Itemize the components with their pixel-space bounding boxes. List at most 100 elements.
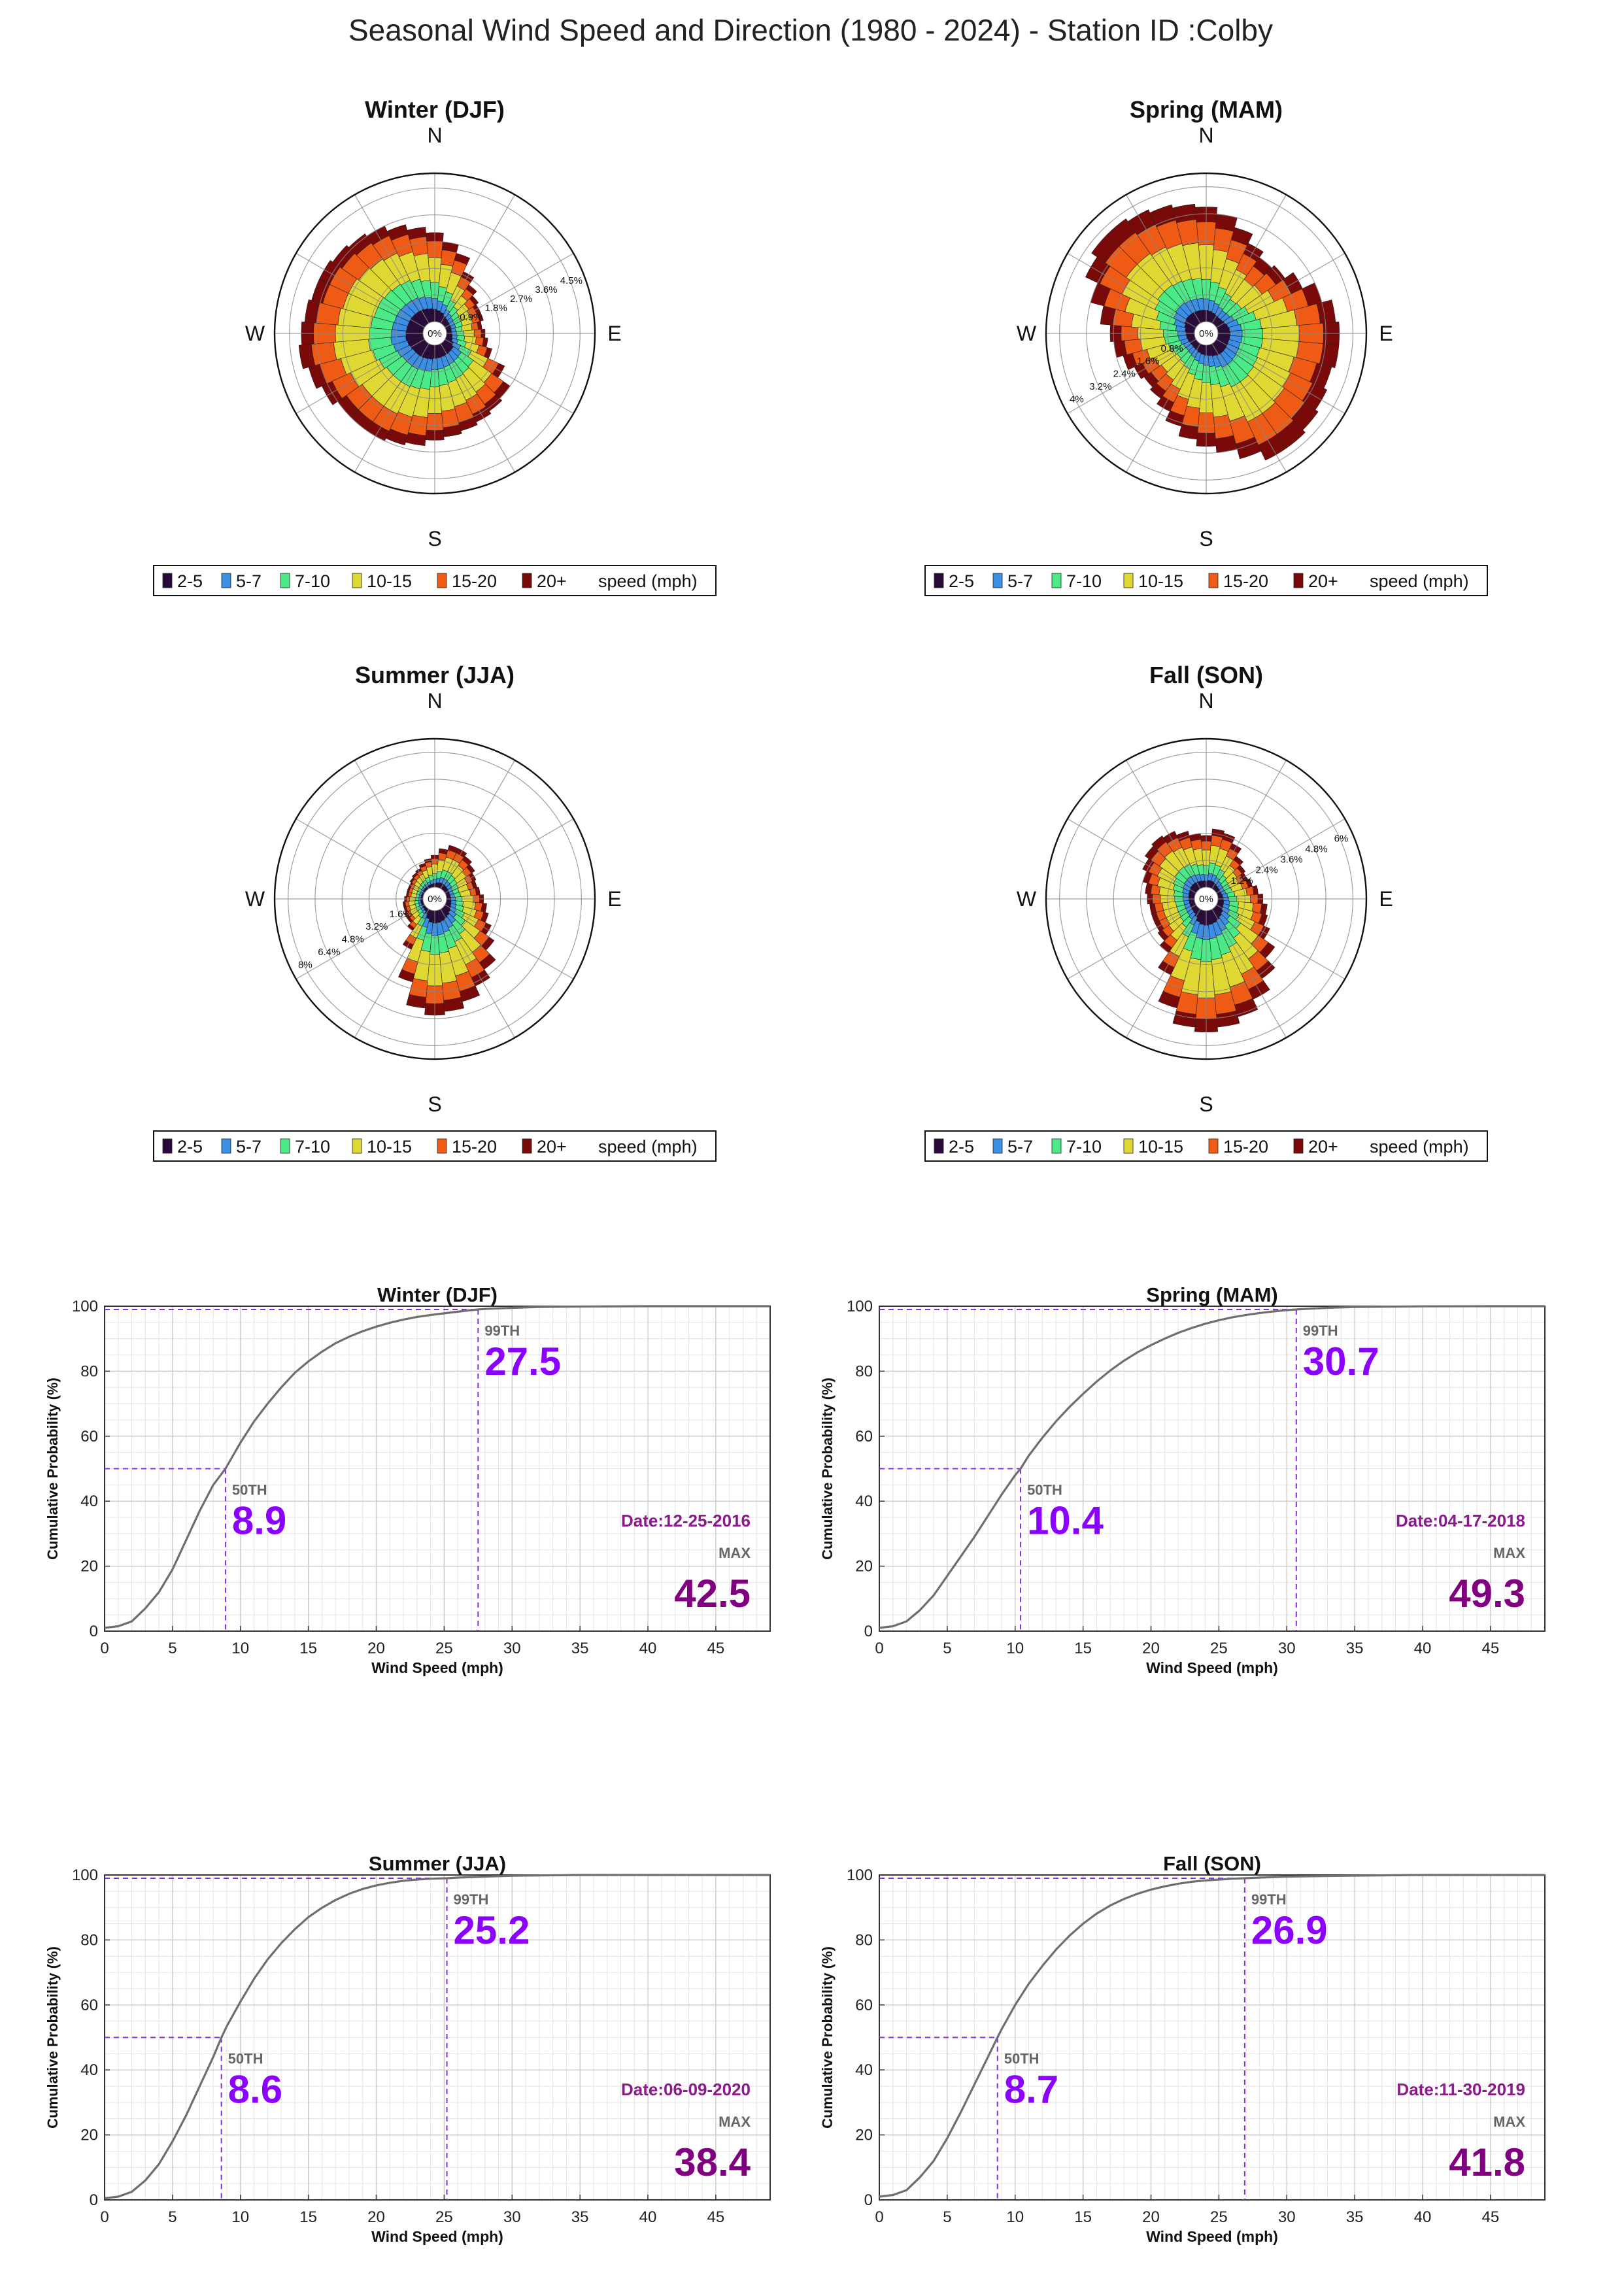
wind-rose: Winter (DJF) 0% 0.9%1.8%2.7%3.6%4.5% N S E W 2-…: [153, 96, 717, 596]
rose-wedge: [1149, 204, 1176, 228]
legend-swatch: [522, 1138, 532, 1154]
legend-swatch: [221, 1138, 231, 1154]
legend-label: 15-20: [1223, 1137, 1268, 1156]
legend-swatch: [1293, 573, 1304, 588]
x-tick-label: 40: [1414, 1640, 1432, 1657]
legend-swatch: [280, 1138, 290, 1154]
rose-spoke: [440, 760, 516, 889]
legend-swatch: [162, 1138, 173, 1154]
x-tick-label: 5: [943, 2208, 951, 2226]
p50-value: 8.6: [228, 2068, 282, 2112]
legend-label: 2-5: [177, 571, 203, 591]
rose-legend: 2-5 5-7 7-10 10-15 15-20 20+ speed (mph): [153, 1130, 717, 1162]
rose-outline: [1045, 172, 1368, 495]
rose-spoke: [1211, 343, 1287, 473]
rose-wedge: [1230, 227, 1253, 246]
x-tick-label: 10: [1006, 1640, 1024, 1657]
rose-ring-label: 6%: [1334, 833, 1349, 844]
rose-spoke: [296, 904, 425, 980]
p50-label: 50TH: [228, 2051, 263, 2067]
rose-spoke: [1216, 339, 1345, 414]
x-tick-label: 15: [1074, 1640, 1092, 1657]
rose-ring-label: 2.7%: [510, 294, 532, 305]
rose-ring-label: 4.5%: [560, 275, 583, 286]
compass-w: W: [245, 322, 265, 345]
rose-wedge: [298, 344, 316, 369]
rose-ring-label: 1.6%: [1137, 356, 1159, 367]
rose-wedge: [1233, 856, 1243, 866]
compass-e: E: [607, 887, 621, 911]
y-tick-label: 60: [855, 1428, 873, 1445]
legend-swatch: [280, 573, 290, 588]
x-tick-label: 10: [231, 1640, 249, 1657]
x-tick-label: 20: [1142, 1640, 1160, 1657]
rose-spoke: [1067, 904, 1196, 980]
legend-swatch: [352, 1138, 362, 1154]
chart-title: Fall (SON): [1163, 1852, 1261, 1875]
legend-label: 10-15: [367, 1137, 412, 1156]
compass-s: S: [1199, 1092, 1213, 1116]
legend-label: 5-7: [236, 571, 262, 591]
rose-ring-label: 4.8%: [342, 934, 364, 945]
compass-e: E: [607, 322, 621, 345]
rose-spoke: [354, 909, 430, 1038]
compass-e: E: [1379, 887, 1393, 911]
rose-ring-label: 3.2%: [365, 921, 388, 932]
rose-outline: [273, 737, 596, 1060]
legend-swatch: [1123, 573, 1134, 588]
x-tick-label: 5: [943, 1640, 951, 1657]
x-tick-label: 45: [707, 2208, 725, 2226]
rose-wedge: [1157, 929, 1169, 941]
rose-ring-label: 0.8%: [1161, 343, 1183, 354]
compass-w: W: [1017, 887, 1037, 911]
rose-title: Summer (JJA): [355, 662, 515, 688]
legend-label: 10-15: [1138, 1137, 1183, 1156]
y-tick-label: 60: [855, 1997, 873, 2014]
compass-w: W: [245, 887, 265, 911]
chart-title: Spring (MAM): [1146, 1283, 1277, 1306]
rose-spoke: [1067, 818, 1196, 894]
legend-swatch: [1051, 573, 1062, 588]
y-tick-label: 20: [855, 1558, 873, 1576]
x-axis-label: Wind Speed (mph): [1146, 2228, 1278, 2245]
legend-label: 20+: [1308, 571, 1338, 591]
legend-label: 2-5: [949, 1137, 974, 1156]
rose-wedge: [465, 284, 477, 295]
max-label: MAX: [1493, 1545, 1525, 1561]
rose-spoke: [1216, 818, 1345, 894]
y-axis-label: Cumulative Probability (%): [44, 1946, 61, 2129]
rose-wedge: [386, 224, 409, 241]
page-title: Seasonal Wind Speed and Direction (1980 …: [348, 13, 1273, 47]
rose-spoke: [1216, 904, 1345, 980]
rose-spoke: [1125, 760, 1201, 889]
cdf-chart: 0 5 10 15 20 25 30 35 40 45 0 20 40 60 80 100 Wind Speed…: [44, 1852, 771, 2245]
legend-swatch: [1293, 1138, 1304, 1154]
rose-spoke: [440, 343, 516, 473]
rose-ring-label: 3.6%: [535, 284, 557, 295]
x-tick-label: 45: [1482, 2208, 1500, 2226]
rose-ring-label: 2.4%: [1255, 865, 1277, 876]
cdf-chart: 0 5 10 15 20 25 30 35 40 45 0 20 40 60 80 100 Wind Speed…: [819, 1283, 1546, 1676]
cdf-curve: [879, 1305, 1545, 1629]
x-tick-label: 5: [168, 1640, 177, 1657]
rose-ring-label: 1.8%: [485, 303, 507, 314]
rose-spoke: [445, 339, 574, 414]
rose-ring-label: 3.2%: [1089, 381, 1111, 392]
rose-ring-label: 4.8%: [1305, 843, 1327, 854]
rose-wedge: [1149, 382, 1166, 399]
compass-w: W: [1017, 322, 1037, 345]
p50-value: 8.9: [232, 1499, 286, 1543]
rose-ring-label: 0%: [1199, 894, 1213, 905]
y-tick-label: 100: [847, 1866, 873, 1884]
rose-spoke: [296, 339, 425, 414]
rose-ring-label: 1.2%: [1230, 875, 1253, 886]
legend-swatch: [1123, 1138, 1134, 1154]
p50-label: 50TH: [1004, 2051, 1039, 2067]
rose-spoke: [1125, 909, 1201, 1038]
cdf-curve: [104, 1874, 770, 2200]
legend-box: [924, 1130, 1488, 1162]
x-tick-label: 15: [1074, 2208, 1092, 2226]
rose-center: [422, 321, 447, 346]
legend-box: [153, 1130, 717, 1162]
rose-spoke: [440, 909, 516, 1038]
